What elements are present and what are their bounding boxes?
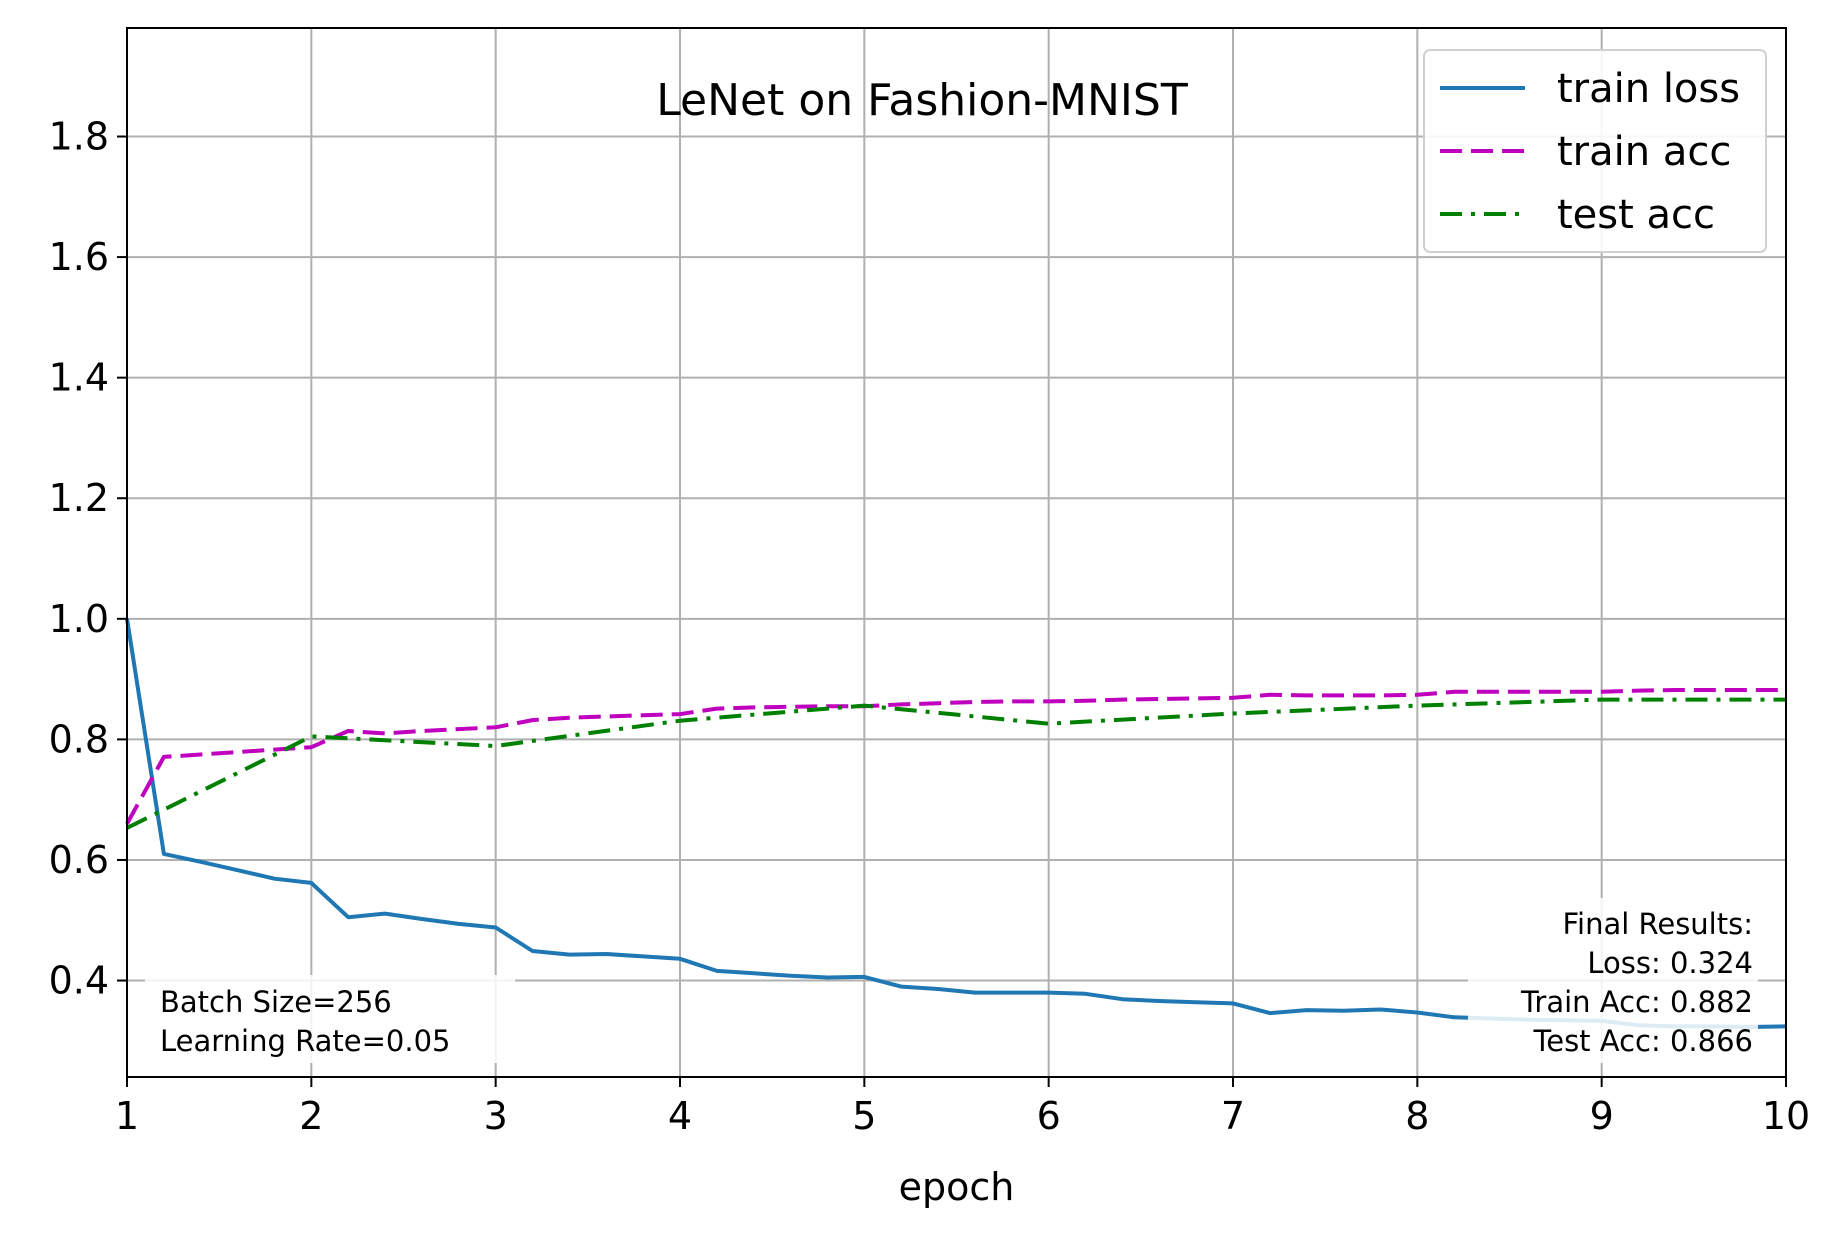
params-line: Learning Rate=0.05 [160, 1024, 450, 1058]
y-tick-label: 0.8 [49, 717, 109, 761]
chart-title: LeNet on Fashion-MNIST [656, 75, 1188, 126]
legend-box [1423, 49, 1767, 253]
x-tick-label: 8 [1405, 1094, 1429, 1138]
x-tick-label: 10 [1762, 1094, 1810, 1138]
x-tick-label: 9 [1590, 1094, 1614, 1138]
x-tick-label: 2 [299, 1094, 323, 1138]
results-line: Test Acc: 0.866 [1532, 1024, 1753, 1058]
series-line-test-acc [126, 697, 1786, 830]
params-annotation-box [145, 975, 515, 1063]
y-tick-label: 1.8 [49, 115, 109, 159]
params-annotation: Batch Size=256 Learning Rate=0.05 [160, 985, 450, 1058]
y-tick-label: 0.4 [49, 959, 109, 1003]
params-line: Batch Size=256 [160, 985, 392, 1019]
axis-ticks: 1 2 3 4 5 6 7 8 9 10 0.4 0.6 0.8 1.0 1.2 1.4 1.6 1.8 [49, 115, 1811, 1138]
annotations: Batch Size=256 Learning Rate=0.05 Final R… [145, 898, 1758, 1063]
x-tick-label: 7 [1221, 1094, 1245, 1138]
x-axis-label: epoch [899, 1165, 1015, 1209]
plot-frame [126, 27, 1787, 1078]
legend-label: test acc [1557, 192, 1715, 238]
results-line: Final Results: [1562, 907, 1753, 941]
y-tick-label: 1.0 [49, 597, 109, 641]
y-tick-label: 1.2 [49, 476, 109, 520]
y-tick-label: 1.6 [49, 235, 109, 279]
results-annotation-box [1468, 898, 1758, 1063]
results-line: Loss: 0.324 [1587, 946, 1753, 980]
y-tick-label: 0.6 [49, 838, 109, 882]
results-annotation: Final Results: Loss: 0.324 Train Acc: 0.88… [1520, 907, 1753, 1058]
x-tick-label: 4 [668, 1094, 692, 1138]
x-tick-label: 3 [484, 1094, 508, 1138]
x-tick-label: 1 [115, 1094, 139, 1138]
y-tick-label: 1.4 [49, 356, 109, 400]
series-line-train-acc [125, 688, 1786, 825]
x-tick-label: 5 [852, 1094, 876, 1138]
results-line: Train Acc: 0.882 [1520, 985, 1753, 1019]
legend-label: train acc [1557, 129, 1731, 175]
legend: train loss train acc test acc [1423, 49, 1767, 253]
x-tick-label: 6 [1037, 1094, 1061, 1138]
legend-label: train loss [1557, 66, 1740, 112]
